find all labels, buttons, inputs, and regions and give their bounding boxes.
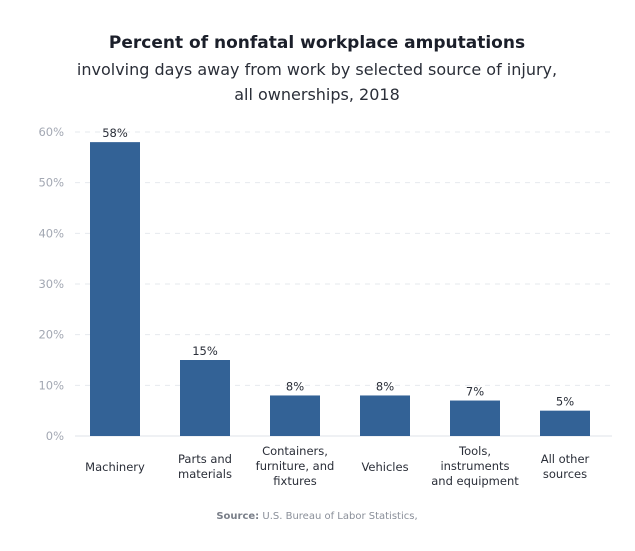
bar: [270, 395, 320, 436]
bar: [180, 360, 230, 436]
x-category-label: Tools, instruments and equipment: [431, 444, 519, 488]
x-category-label: All other sources: [541, 452, 590, 481]
y-tick-label: 50%: [38, 176, 64, 190]
data-label: 15%: [192, 344, 218, 358]
chart-title: Percent of nonfatal workplace amputation…: [109, 33, 525, 53]
source-label: Source:: [216, 511, 259, 522]
x-category-label: Machinery: [85, 460, 145, 474]
bar: [90, 142, 140, 436]
x-category-label: Parts and materials: [178, 452, 232, 481]
bar: [450, 400, 500, 436]
data-label: 5%: [556, 395, 574, 409]
bar: [540, 410, 590, 436]
y-tick-label: 60%: [38, 125, 64, 139]
bar: [360, 395, 410, 436]
data-label: 7%: [466, 385, 484, 399]
data-label: 8%: [376, 379, 394, 393]
y-tick-label: 20%: [38, 328, 64, 342]
x-category-label: Containers, furniture, and fixtures: [256, 444, 335, 488]
chart-subtitle-line-1: involving days away from work by selecte…: [77, 60, 557, 79]
x-category-label: Vehicles: [361, 460, 408, 474]
data-label: 58%: [102, 126, 128, 140]
y-tick-label: 40%: [38, 226, 64, 240]
y-tick-label: 0%: [46, 429, 64, 443]
data-label: 8%: [286, 379, 304, 393]
y-tick-label: 30%: [38, 277, 64, 291]
source-text: U.S. Bureau of Labor Statistics,: [262, 511, 417, 522]
y-tick-label: 10%: [38, 378, 64, 392]
source-note: Source: U.S. Bureau of Labor Statistics,: [216, 511, 417, 522]
chart-subtitle-line-2: all ownerships, 2018: [234, 85, 400, 104]
